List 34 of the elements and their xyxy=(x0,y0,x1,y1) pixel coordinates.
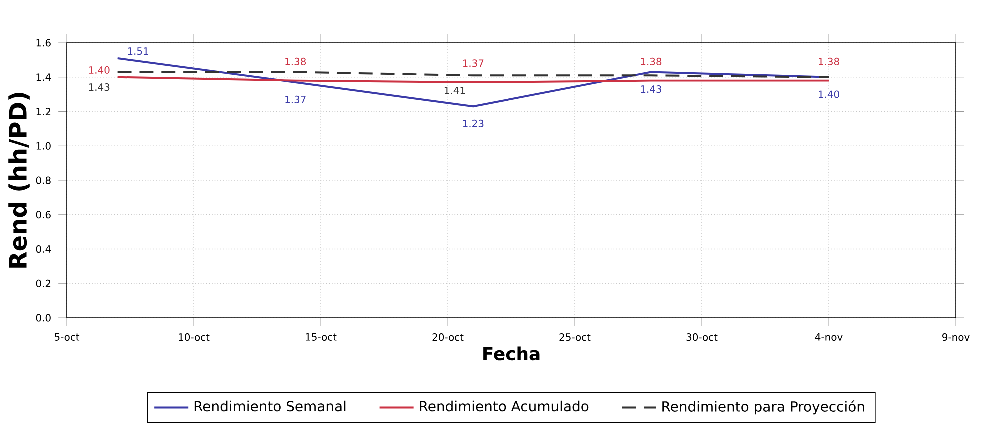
data-label: 1.23 xyxy=(463,120,484,128)
data-label: 1.38 xyxy=(641,58,662,66)
legend-label: Rendimiento Semanal xyxy=(194,400,346,412)
data-label: 1.40 xyxy=(819,90,840,98)
data-label: 1.40 xyxy=(89,66,110,74)
data-label: 1.41 xyxy=(444,86,466,94)
data-label: 1.51 xyxy=(128,48,148,56)
x-tick-label: 10-oct xyxy=(179,334,210,342)
x-tick-label: 4-nov xyxy=(815,334,843,341)
data-label: 1.37 xyxy=(463,60,484,68)
x-tick-label: 5-oct xyxy=(54,334,80,341)
x-tick-label: 15-oct xyxy=(306,334,337,341)
y-tick-label: 0.6 xyxy=(36,211,51,219)
y-tick-label: 1.6 xyxy=(36,39,51,47)
x-tick-label: 30-oct xyxy=(686,334,718,342)
data-label: 1.43 xyxy=(641,86,662,94)
data-label: 1.43 xyxy=(89,84,110,92)
x-tick-label: 25-oct xyxy=(560,334,591,342)
y-tick-label: 0.8 xyxy=(36,176,51,184)
y-tick-label: 0.2 xyxy=(36,280,51,288)
data-label: 1.38 xyxy=(286,58,306,66)
data-label: 1.38 xyxy=(819,58,840,66)
x-tick-label: 9-nov xyxy=(942,334,970,342)
x-tick-label: 20-oct xyxy=(432,334,464,342)
y-tick-label: 1.4 xyxy=(36,74,51,82)
data-label: 1.37 xyxy=(286,96,306,104)
x-axis-title: Fecha xyxy=(484,346,540,361)
y-tick-label: 1.2 xyxy=(36,108,51,116)
y-tick-label: 1.0 xyxy=(36,142,51,150)
y-tick-label: 0.4 xyxy=(36,245,51,254)
y-tick-label: 0.0 xyxy=(36,314,51,322)
y-axis-title: Rend (hh/PD) xyxy=(8,93,30,268)
legend-label: Rendimiento Acumulado xyxy=(420,400,589,412)
legend-label: Rendimiento para Proyección xyxy=(662,400,864,415)
